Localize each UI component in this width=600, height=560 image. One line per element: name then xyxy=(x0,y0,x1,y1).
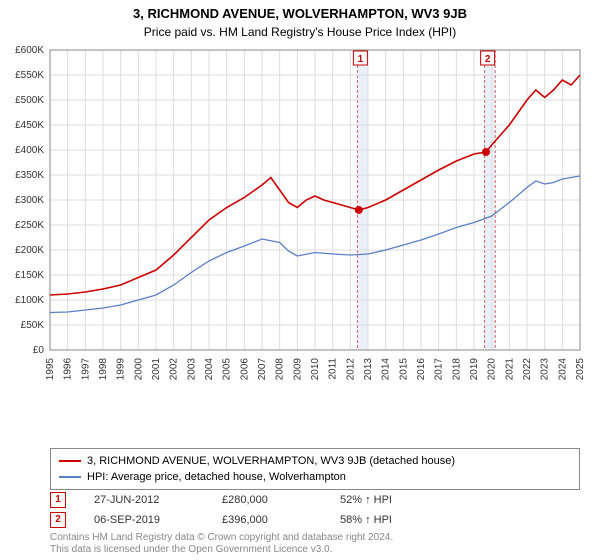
svg-text:1997: 1997 xyxy=(80,358,91,381)
svg-text:2017: 2017 xyxy=(434,358,445,381)
legend-item: 3, RICHMOND AVENUE, WOLVERHAMPTON, WV3 9… xyxy=(59,453,571,469)
footer-line1: Contains HM Land Registry data © Crown c… xyxy=(50,532,393,544)
annotation-price: £396,000 xyxy=(222,510,312,530)
svg-text:2007: 2007 xyxy=(257,358,268,381)
chart-area: £0£50K£100K£150K£200K£250K£300K£350K£400… xyxy=(50,50,580,410)
svg-text:2009: 2009 xyxy=(292,358,303,381)
chart-subtitle: Price paid vs. HM Land Registry's House … xyxy=(0,25,600,39)
svg-text:2005: 2005 xyxy=(222,358,233,381)
legend-label: 3, RICHMOND AVENUE, WOLVERHAMPTON, WV3 9… xyxy=(87,453,455,469)
annotation-price: £280,000 xyxy=(222,490,312,510)
annotation-date: 06-SEP-2019 xyxy=(94,510,194,530)
annotation-table: 1 27-JUN-2012 £280,000 52% ↑ HPI 2 06-SEP-201… xyxy=(50,490,392,530)
svg-text:2016: 2016 xyxy=(416,358,427,381)
legend-swatch xyxy=(59,476,81,478)
legend: 3, RICHMOND AVENUE, WOLVERHAMPTON, WV3 9… xyxy=(50,448,580,490)
svg-text:2001: 2001 xyxy=(151,358,162,381)
svg-text:2014: 2014 xyxy=(381,358,392,381)
svg-text:£300K: £300K xyxy=(15,195,44,206)
svg-text:£450K: £450K xyxy=(15,120,44,131)
svg-text:£250K: £250K xyxy=(15,220,44,231)
svg-text:2: 2 xyxy=(485,54,491,65)
svg-text:£500K: £500K xyxy=(15,95,44,106)
svg-text:1: 1 xyxy=(358,54,364,65)
svg-text:2022: 2022 xyxy=(522,358,533,381)
chart-container: 3, RICHMOND AVENUE, WOLVERHAMPTON, WV3 9… xyxy=(0,0,600,560)
svg-text:2012: 2012 xyxy=(345,358,356,381)
svg-text:2000: 2000 xyxy=(133,358,144,381)
svg-text:2010: 2010 xyxy=(310,358,321,381)
annotation-row: 2 06-SEP-2019 £396,000 58% ↑ HPI xyxy=(50,510,392,530)
annotation-pct: 52% ↑ HPI xyxy=(340,490,392,510)
svg-text:1999: 1999 xyxy=(116,358,127,381)
svg-text:2002: 2002 xyxy=(169,358,180,381)
legend-label: HPI: Average price, detached house, Wolv… xyxy=(87,469,346,485)
svg-text:1995: 1995 xyxy=(45,358,56,381)
svg-text:£0: £0 xyxy=(33,345,45,356)
footer-line2: This data is licensed under the Open Gov… xyxy=(50,544,393,556)
svg-text:2008: 2008 xyxy=(275,358,286,381)
svg-text:2021: 2021 xyxy=(504,358,515,381)
svg-text:£150K: £150K xyxy=(15,270,44,281)
annotation-pct: 58% ↑ HPI xyxy=(340,510,392,530)
svg-text:2011: 2011 xyxy=(328,358,339,380)
svg-text:£50K: £50K xyxy=(21,320,45,331)
svg-text:2004: 2004 xyxy=(204,358,215,381)
svg-text:2003: 2003 xyxy=(186,358,197,381)
svg-text:2006: 2006 xyxy=(239,358,250,381)
annotation-marker: 2 xyxy=(50,512,66,528)
chart-title: 3, RICHMOND AVENUE, WOLVERHAMPTON, WV3 9… xyxy=(0,0,600,21)
svg-text:2025: 2025 xyxy=(575,358,586,381)
annotation-date: 27-JUN-2012 xyxy=(94,490,194,510)
svg-text:£400K: £400K xyxy=(15,145,44,156)
svg-text:2024: 2024 xyxy=(557,358,568,381)
svg-text:2023: 2023 xyxy=(540,358,551,381)
svg-text:2020: 2020 xyxy=(487,358,498,381)
svg-text:£550K: £550K xyxy=(15,70,44,81)
svg-text:1998: 1998 xyxy=(98,358,109,381)
legend-swatch xyxy=(59,460,81,462)
svg-text:2019: 2019 xyxy=(469,358,480,381)
svg-text:2013: 2013 xyxy=(363,358,374,381)
svg-text:2018: 2018 xyxy=(451,358,462,381)
svg-text:2015: 2015 xyxy=(398,358,409,381)
svg-text:1996: 1996 xyxy=(63,358,74,381)
annotation-row: 1 27-JUN-2012 £280,000 52% ↑ HPI xyxy=(50,490,392,510)
svg-text:£350K: £350K xyxy=(15,170,44,181)
svg-text:£100K: £100K xyxy=(15,295,44,306)
footer-attribution: Contains HM Land Registry data © Crown c… xyxy=(50,532,393,556)
svg-text:£600K: £600K xyxy=(15,45,44,56)
legend-item: HPI: Average price, detached house, Wolv… xyxy=(59,469,571,485)
annotation-marker: 1 xyxy=(50,492,66,508)
svg-text:£200K: £200K xyxy=(15,245,44,256)
line-chart: £0£50K£100K£150K£200K£250K£300K£350K£400… xyxy=(50,50,580,410)
